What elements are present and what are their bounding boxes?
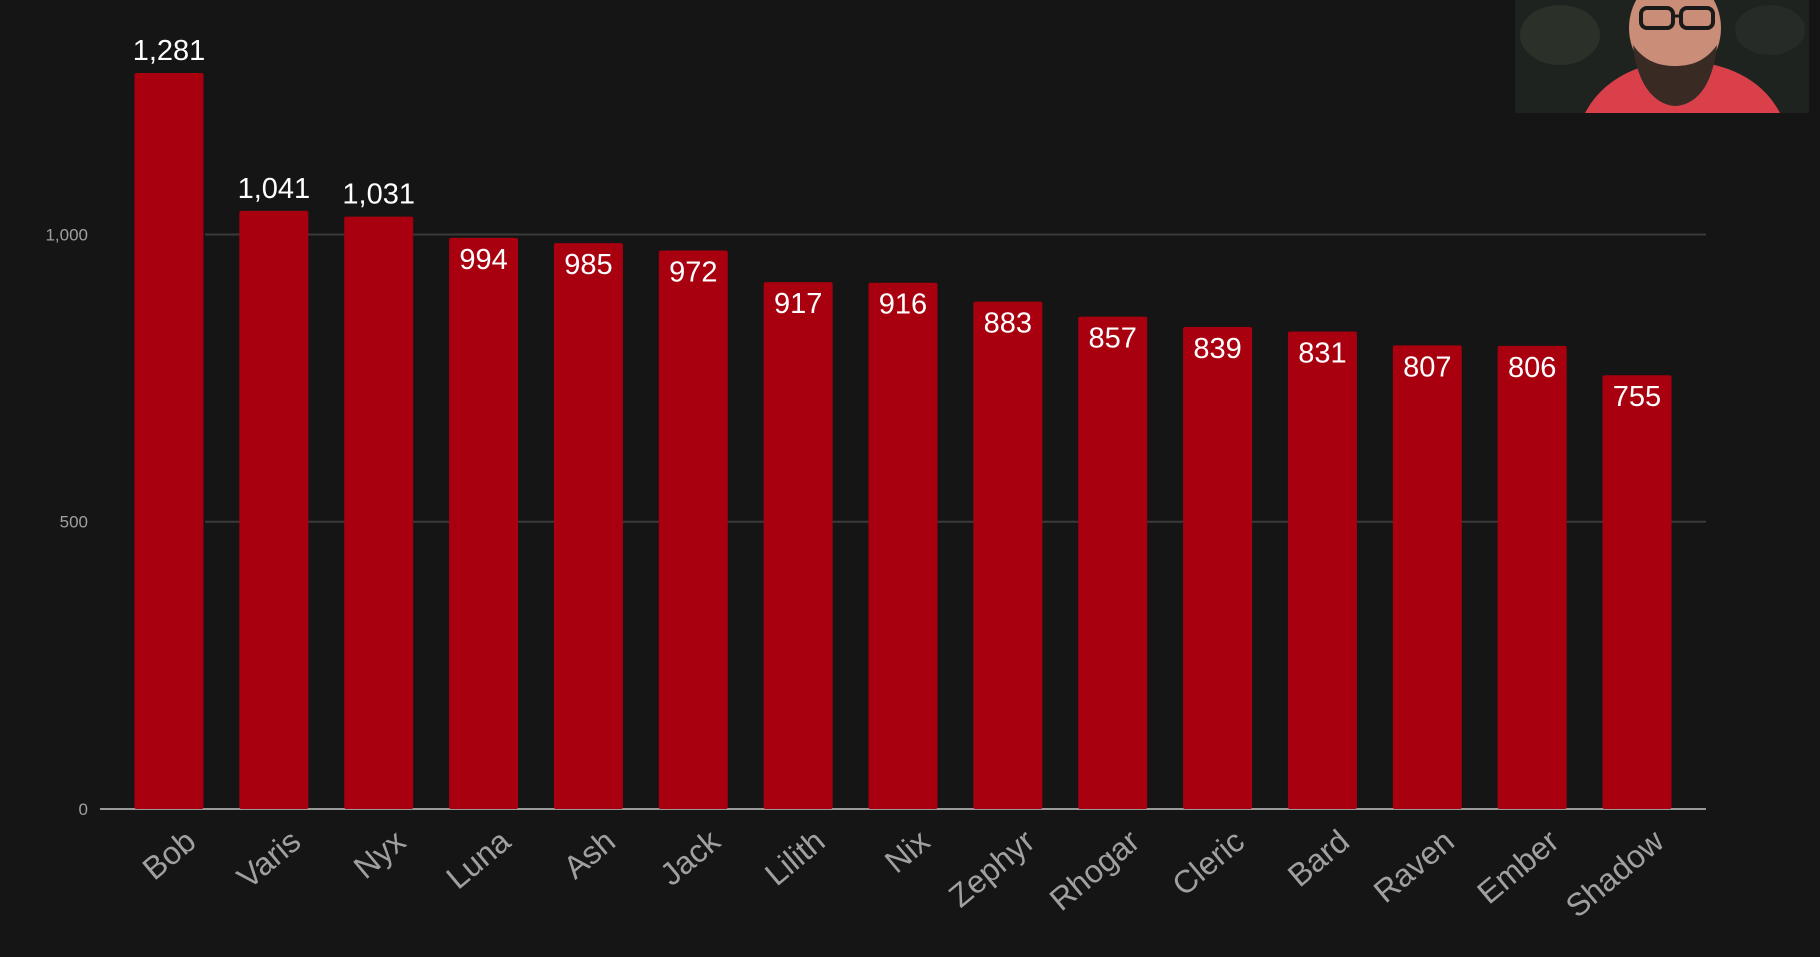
bar [344, 216, 414, 809]
bar [868, 282, 938, 809]
bar-value-label: 806 [1508, 352, 1556, 384]
webcam-face [1629, 0, 1721, 80]
y-tick-label: 0 [79, 800, 88, 819]
bar-value-label: 831 [1298, 338, 1346, 370]
bar-value-label: 994 [459, 244, 507, 276]
x-category-label: Lilith [758, 823, 832, 893]
bar [239, 210, 309, 809]
bar-value-label: 972 [669, 257, 717, 289]
webcam-beard [1633, 45, 1717, 106]
bar-value-label: 916 [879, 289, 927, 321]
x-category-label: Bard [1281, 823, 1356, 894]
x-category-label: Zephyr [942, 822, 1042, 914]
x-category-label: Cleric [1165, 823, 1251, 903]
webcam-foliage [1520, 5, 1600, 65]
bar-value-label: 857 [1089, 323, 1137, 355]
bar [763, 282, 833, 810]
bar-value-label: 1,031 [342, 179, 415, 211]
bar-value-label: 755 [1613, 381, 1661, 413]
webcam-person-image [1515, 0, 1809, 113]
bar-value-label: 1,041 [238, 173, 311, 205]
bar [1497, 345, 1567, 809]
y-tick-label: 500 [60, 513, 88, 532]
webcam-foliage [1735, 5, 1805, 55]
bar-value-label: 807 [1403, 351, 1451, 383]
bar [1287, 331, 1357, 809]
bar [134, 73, 204, 809]
y-tick-label: 1,000 [45, 225, 88, 244]
bar [973, 301, 1043, 809]
x-category-label: Ember [1470, 822, 1566, 910]
bar-value-label: 1,281 [133, 35, 206, 67]
webcam-overlay [1515, 0, 1809, 113]
x-category-label: Luna [439, 822, 517, 895]
bar [1392, 345, 1462, 809]
x-category-label: Varis [230, 823, 307, 896]
bar [658, 250, 728, 809]
bar-value-label: 917 [774, 288, 822, 320]
x-category-label: Shadow [1559, 822, 1671, 924]
webcam-glasses-right [1679, 6, 1715, 30]
bar [1078, 316, 1148, 809]
bar-value-label: 883 [984, 308, 1032, 340]
x-category-label: Bob [136, 823, 203, 887]
bar [553, 243, 623, 809]
x-category-label: Jack [653, 822, 727, 893]
x-category-label: Nyx [347, 823, 412, 886]
x-category-label: Raven [1367, 823, 1461, 910]
bar [449, 237, 519, 809]
bar-value-label: 985 [564, 249, 612, 281]
bar-value-label: 839 [1193, 333, 1241, 365]
x-category-label: Nix [878, 823, 937, 880]
bar [1183, 326, 1253, 809]
x-category-label: Ash [556, 823, 621, 886]
webcam-glasses-left [1639, 6, 1675, 30]
bar [1602, 375, 1672, 809]
x-category-label: Rhogar [1043, 822, 1147, 917]
